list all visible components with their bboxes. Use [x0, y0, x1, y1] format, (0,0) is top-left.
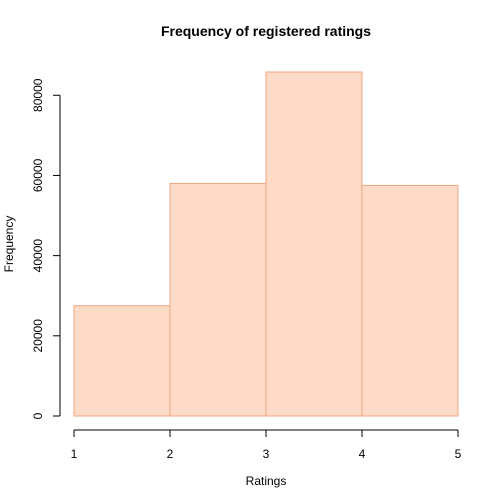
bars-layer: [73, 71, 459, 417]
x-tick-label: 4: [359, 447, 366, 461]
y-tick-label: 40000: [31, 239, 45, 273]
histogram-bar-1: [73, 305, 171, 417]
x-tick-label: 1: [71, 447, 78, 461]
y-axis: 0 20000 40000 60000 80000: [31, 78, 61, 419]
x-tick-label: 2: [167, 447, 174, 461]
y-tick-label: 60000: [31, 158, 45, 192]
y-axis-label: Frequency: [2, 216, 16, 273]
chart-title: Frequency of registered ratings: [161, 23, 371, 39]
x-axis-label: Ratings: [246, 474, 287, 488]
histogram-bar-2: [169, 182, 267, 417]
x-tick-label: 5: [455, 447, 462, 461]
x-tick-label: 3: [263, 447, 270, 461]
histogram-bar-3: [265, 71, 363, 417]
y-tick-label: 0: [31, 412, 45, 419]
histogram-bar-4: [361, 184, 459, 417]
x-axis: 1 2 3 4 5: [71, 429, 462, 461]
y-tick-label: 80000: [31, 78, 45, 112]
y-tick-label: 20000: [31, 319, 45, 353]
